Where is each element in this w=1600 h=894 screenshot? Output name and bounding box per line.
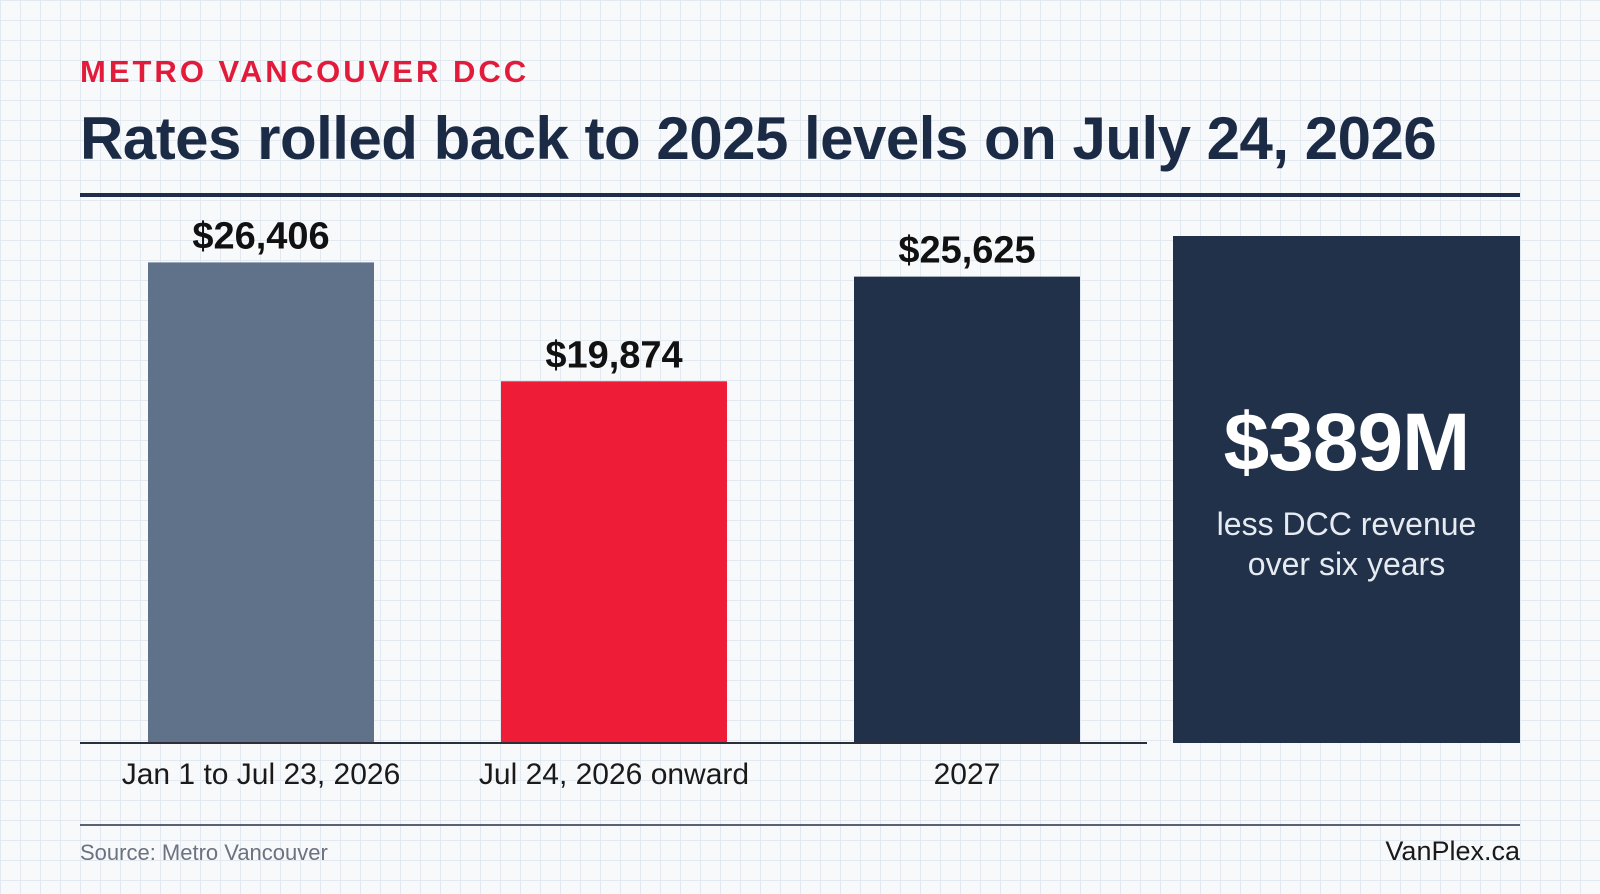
callout-line-1: less DCC revenue [1216, 506, 1477, 542]
bar-3 [854, 276, 1080, 743]
category-label-2: Jul 24, 2026 onward [479, 758, 749, 791]
bar-value-label-2: $19,874 [545, 334, 682, 376]
footer-divider [80, 824, 1520, 826]
bar-2 [501, 381, 727, 743]
bar-value-label-1: $26,406 [192, 215, 329, 257]
chart-title: Rates rolled back to 2025 levels on July… [80, 105, 1437, 172]
category-label-1: Jan 1 to Jul 23, 2026 [122, 758, 401, 791]
callout-description: less DCC revenue over six years [1173, 504, 1520, 584]
brand-label: VanPlex.ca [1385, 836, 1520, 866]
chart-eyebrow: METRO VANCOUVER DCC [80, 54, 530, 89]
bar-1 [148, 262, 374, 743]
source-note: Source: Metro Vancouver [80, 840, 328, 865]
callout-value: $389M [1223, 397, 1471, 488]
header-divider [80, 193, 1520, 197]
bar-value-label-3: $25,625 [898, 230, 1035, 272]
revenue-callout-box: $389M less DCC revenue over six years [1173, 236, 1520, 743]
callout-line-2: over six years [1247, 546, 1446, 582]
bars-group: $26,406 Jan 1 to Jul 23, 2026 $19,874 Jul 2… [122, 215, 1080, 791]
category-label-3: 2027 [934, 758, 1001, 791]
